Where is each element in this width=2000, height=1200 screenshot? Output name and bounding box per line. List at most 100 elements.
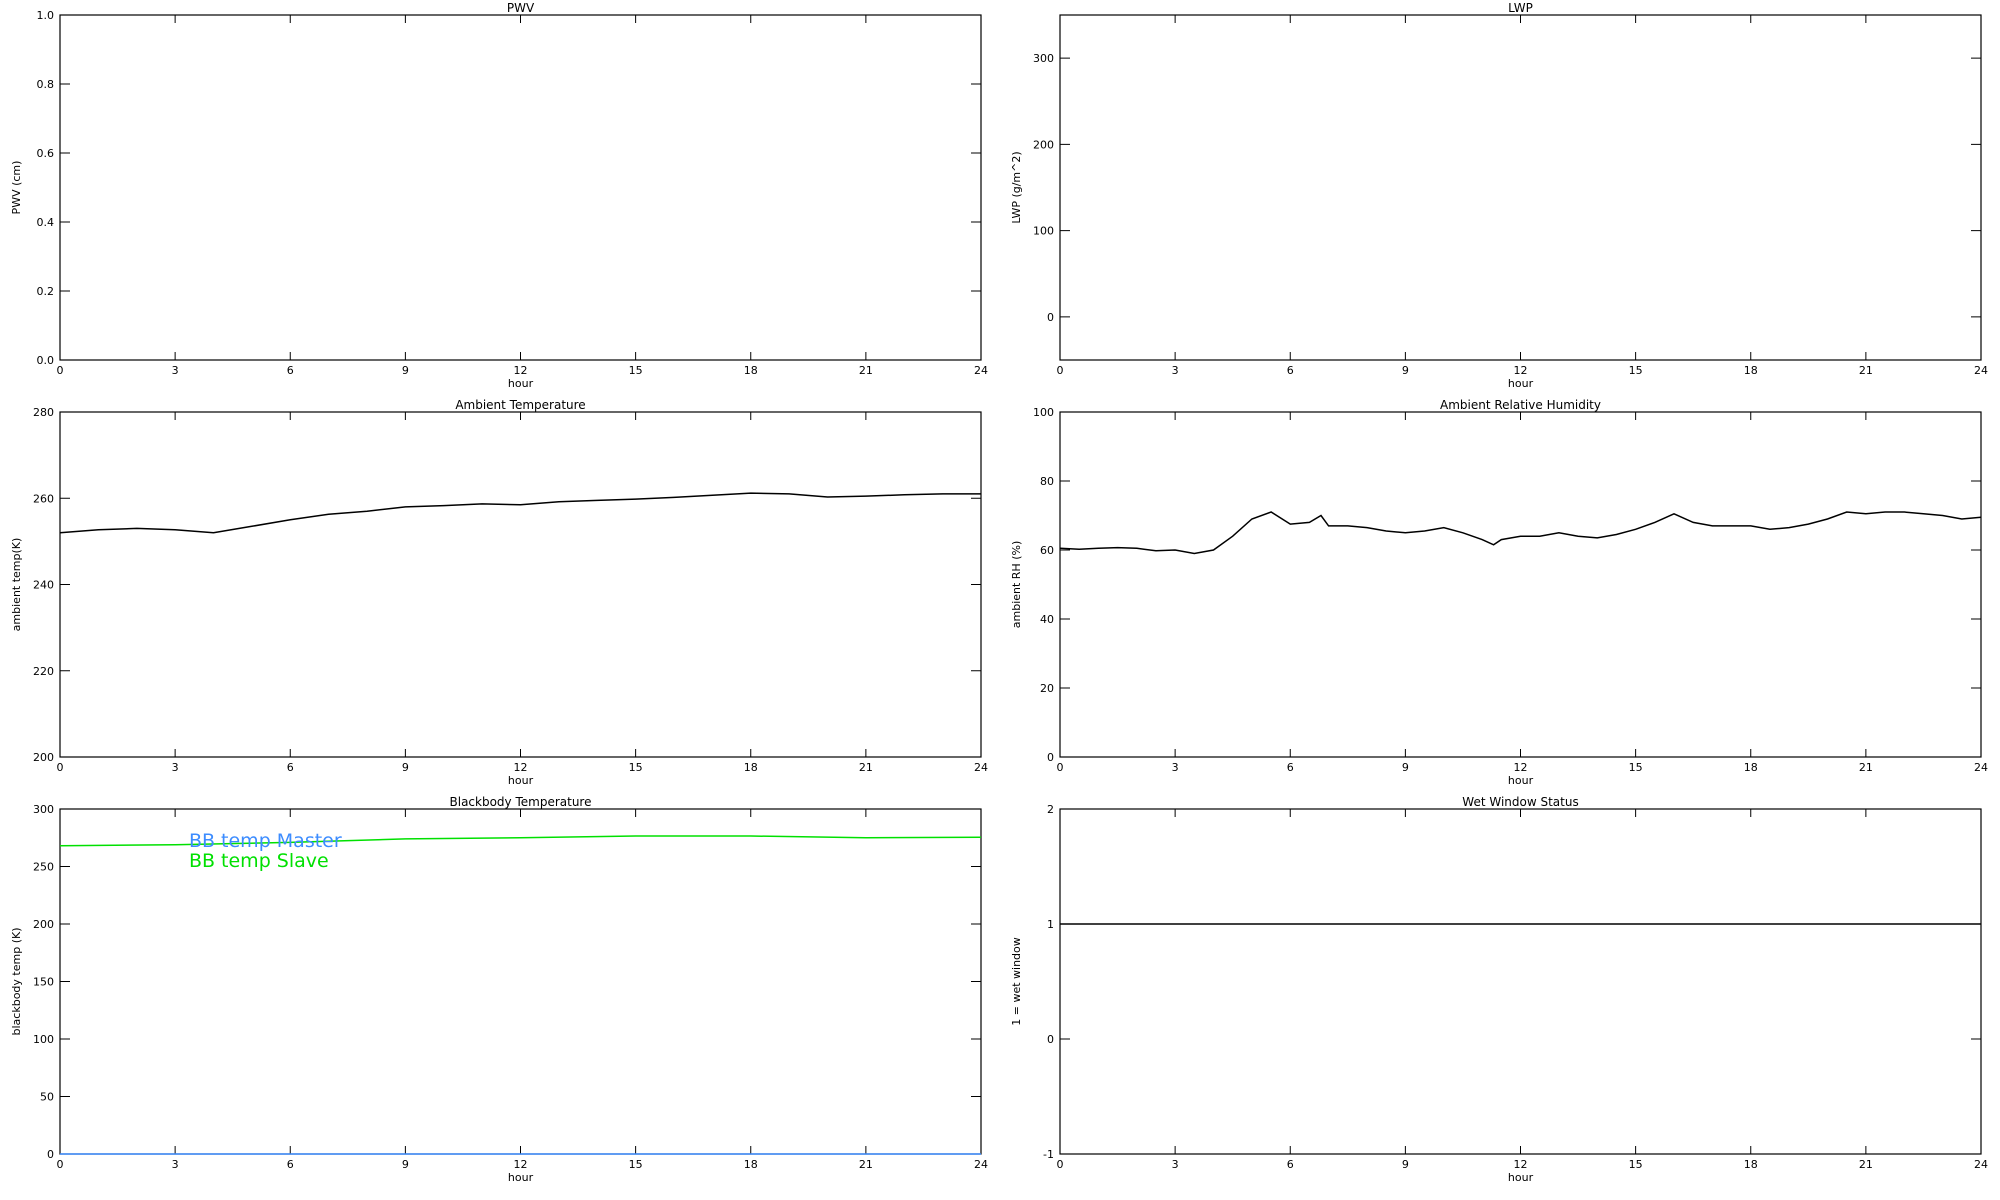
x-tick-label: 15	[629, 364, 643, 377]
y-tick-label: 200	[33, 918, 54, 931]
x-tick-label: 15	[1629, 761, 1643, 774]
x-axis-label: hour	[508, 1171, 534, 1184]
y-tick-label: 240	[33, 579, 54, 592]
plot-frame	[1059, 411, 1982, 758]
y-tick-label: 300	[1033, 52, 1054, 65]
x-tick-label: 0	[57, 761, 64, 774]
legend-entry: BB temp Slave	[189, 850, 329, 872]
y-tick-label: 2	[1047, 803, 1054, 816]
plot-frame	[59, 14, 982, 361]
x-tick-label: 6	[1287, 364, 1294, 377]
x-tick-label: 9	[1402, 761, 1409, 774]
plot-frame	[1059, 808, 1982, 1155]
x-tick-label: 15	[629, 761, 643, 774]
x-tick-label: 21	[1859, 761, 1873, 774]
y-tick-label: 150	[33, 976, 54, 989]
x-tick-label: 12	[1514, 1158, 1528, 1171]
x-tick-label: 6	[1287, 761, 1294, 774]
x-tick-label: 3	[172, 761, 179, 774]
y-tick-label: 20	[1040, 682, 1054, 695]
x-tick-label: 0	[1057, 1158, 1064, 1171]
x-tick-label: 0	[1057, 364, 1064, 377]
data-line	[1059, 511, 1982, 555]
x-tick-label: 0	[57, 1158, 64, 1171]
y-tick-label: 50	[40, 1091, 54, 1104]
x-tick-label: 9	[402, 761, 409, 774]
x-axis-label: hour	[1508, 377, 1534, 390]
x-tick-label: 12	[1514, 761, 1528, 774]
y-tick-label: 200	[33, 751, 54, 764]
plot-frame	[1059, 14, 1982, 361]
y-axis-label: PWV (cm)	[10, 161, 23, 215]
x-tick-label: 24	[1974, 364, 1988, 377]
x-tick-label: 21	[859, 364, 873, 377]
x-tick-label: 12	[514, 761, 528, 774]
x-tick-label: 3	[172, 364, 179, 377]
x-tick-label: 9	[1402, 364, 1409, 377]
x-tick-label: 18	[744, 1158, 758, 1171]
y-tick-label: 200	[1033, 138, 1054, 151]
chart-title: Wet Window Status	[1462, 795, 1578, 809]
y-axis-label: LWP (g/m^2)	[1010, 151, 1023, 223]
x-tick-label: 24	[974, 364, 988, 377]
y-tick-label: 0	[47, 1148, 54, 1161]
x-tick-label: 21	[1859, 364, 1873, 377]
x-tick-label: 0	[1057, 761, 1064, 774]
y-tick-label: 100	[1033, 225, 1054, 238]
x-tick-label: 18	[1744, 364, 1758, 377]
y-axis-label: ambient RH (%)	[1010, 541, 1023, 629]
x-tick-label: 0	[57, 364, 64, 377]
chart-title: Ambient Relative Humidity	[1440, 398, 1601, 412]
x-tick-label: 9	[402, 364, 409, 377]
x-tick-label: 6	[1287, 1158, 1294, 1171]
x-tick-label: 3	[1172, 761, 1179, 774]
x-tick-label: 3	[1172, 1158, 1179, 1171]
x-axis-label: hour	[1508, 1171, 1534, 1184]
x-tick-label: 9	[1402, 1158, 1409, 1171]
x-tick-label: 18	[1744, 761, 1758, 774]
y-tick-label: 300	[33, 803, 54, 816]
y-tick-label: 0	[1047, 751, 1054, 764]
x-axis-label: hour	[508, 377, 534, 390]
y-tick-label: 0.0	[37, 354, 55, 367]
y-tick-label: 60	[1040, 544, 1054, 557]
x-tick-label: 21	[1859, 1158, 1873, 1171]
legend-entry: BB temp Master	[189, 830, 342, 852]
x-tick-label: 24	[1974, 761, 1988, 774]
data-line	[59, 492, 981, 534]
y-tick-label: 0	[1047, 311, 1054, 324]
y-tick-label: 40	[1040, 613, 1054, 626]
x-tick-label: 6	[287, 364, 294, 377]
x-tick-label: 3	[172, 1158, 179, 1171]
chart-title: Ambient Temperature	[455, 398, 585, 412]
y-tick-label: 0.8	[37, 78, 55, 91]
y-tick-label: 0.4	[37, 216, 55, 229]
x-tick-label: 24	[1974, 1158, 1988, 1171]
x-tick-label: 15	[1629, 1158, 1643, 1171]
x-tick-label: 18	[744, 761, 758, 774]
x-tick-label: 12	[514, 364, 528, 377]
x-tick-label: 21	[859, 1158, 873, 1171]
y-tick-label: 1.0	[37, 9, 55, 22]
chart-title: LWP	[1508, 1, 1533, 15]
chart-title: Blackbody Temperature	[450, 795, 592, 809]
x-tick-label: 6	[287, 761, 294, 774]
chart-title: PWV	[507, 1, 535, 15]
y-tick-label: 80	[1040, 475, 1054, 488]
y-tick-label: 250	[33, 861, 54, 874]
y-tick-label: 0.2	[37, 285, 55, 298]
x-tick-label: 3	[1172, 364, 1179, 377]
y-tick-label: 1	[1047, 918, 1054, 931]
y-axis-label: 1 = wet window	[1010, 937, 1023, 1026]
x-tick-label: 15	[1629, 364, 1643, 377]
x-tick-label: 15	[629, 1158, 643, 1171]
y-tick-label: 220	[33, 665, 54, 678]
y-tick-label: 100	[1033, 406, 1054, 419]
y-tick-label: 0.6	[37, 147, 55, 160]
x-tick-label: 12	[514, 1158, 528, 1171]
x-tick-label: 12	[1514, 364, 1528, 377]
y-tick-label: 100	[33, 1033, 54, 1046]
x-tick-label: 6	[287, 1158, 294, 1171]
